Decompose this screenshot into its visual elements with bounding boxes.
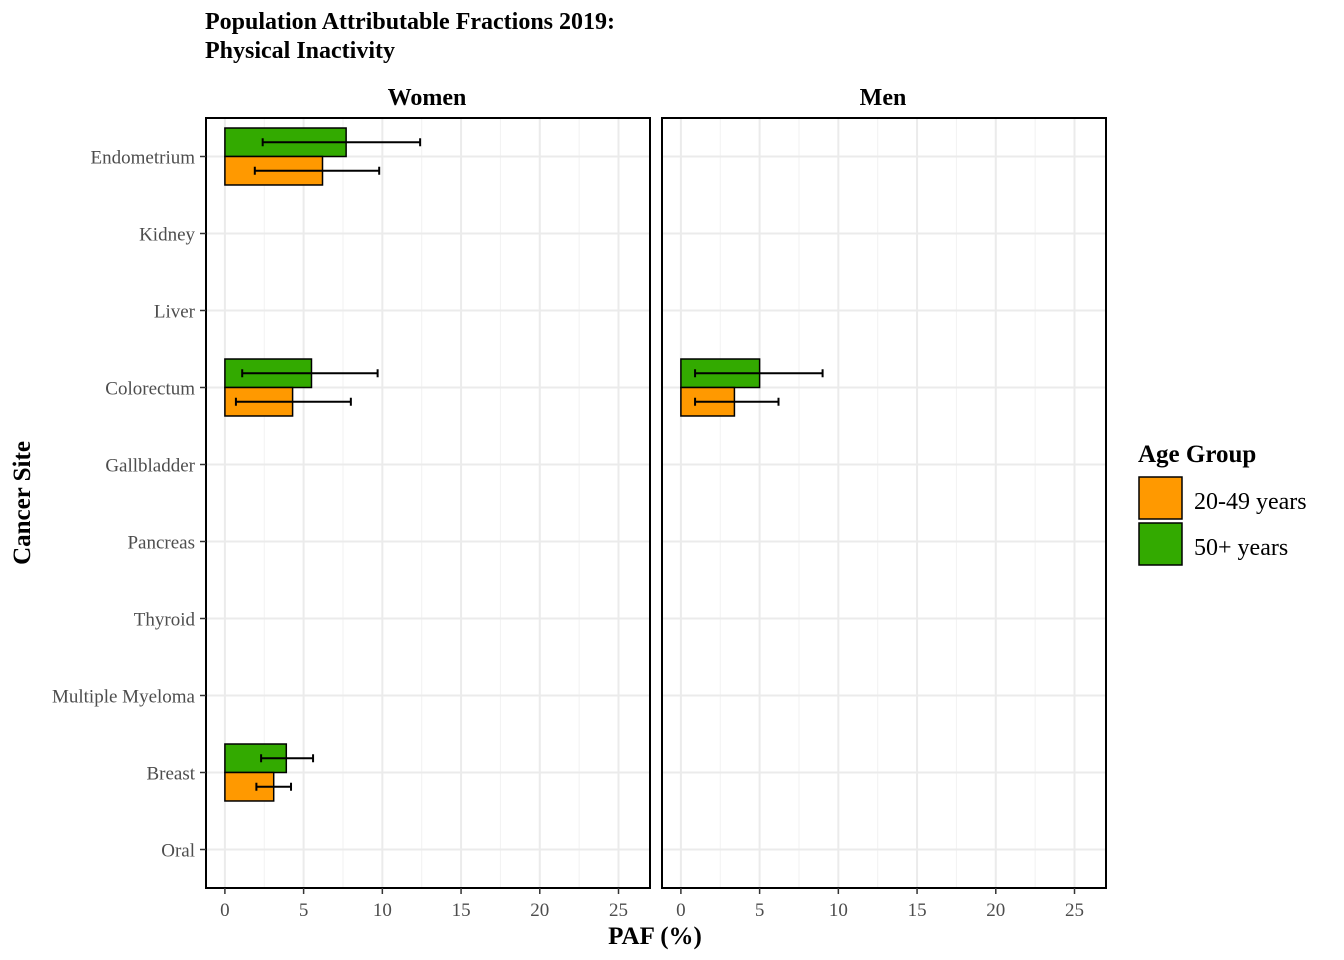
x-tick-label-0: 0 <box>676 900 686 921</box>
y-tick-label-pancreas: Pancreas <box>127 533 195 554</box>
error-bar-women-endometrium-50-years <box>261 138 422 147</box>
error-bar-men-colorectum-50-years <box>694 369 824 378</box>
panel-border-men <box>661 117 1107 889</box>
legend-label-20-49: 20-49 years <box>1194 489 1307 515</box>
panel-border-women <box>205 117 651 889</box>
legend: Age Group 20-49 years 50+ years <box>1138 441 1307 566</box>
y-tick-label-liver: Liver <box>154 302 196 323</box>
x-tick-label-15: 15 <box>908 900 927 921</box>
x-tick-label-20: 20 <box>986 900 1005 921</box>
legend-swatch-50-plus <box>1138 522 1183 566</box>
panel-women: 0 5 10 15 20 25 <box>205 117 651 921</box>
x-tick-label-15: 15 <box>452 900 471 921</box>
x-tick-label-10: 10 <box>829 900 848 921</box>
legend-title: Age Group <box>1138 441 1256 468</box>
x-tick-label-25: 25 <box>1065 900 1084 921</box>
panel-label-women: Women <box>388 85 467 111</box>
chart-title-line-1: Population Attributable Fractions 2019: <box>205 9 615 35</box>
error-bar-women-colorectum-20-49-years <box>234 397 352 406</box>
y-tick-label-gallbladder: Gallbladder <box>105 456 195 477</box>
x-tick-label-10: 10 <box>373 900 392 921</box>
error-bar-men-colorectum-20-49-years <box>694 397 780 406</box>
x-tick-label-0: 0 <box>220 900 230 921</box>
error-bar-women-breast-20-49-years <box>255 782 293 791</box>
y-tick-label-colorectum: Colorectum <box>105 379 195 400</box>
legend-swatch-20-49 <box>1138 476 1183 520</box>
error-bar-women-breast-50-years <box>260 754 315 763</box>
y-tick-label-thyroid: Thyroid <box>134 610 196 631</box>
y-tick-label-endometrium: Endometrium <box>91 148 196 169</box>
legend-label-50-plus: 50+ years <box>1194 535 1288 561</box>
x-tick-label-5: 5 <box>755 900 765 921</box>
x-tick-label-5: 5 <box>299 900 309 921</box>
x-tick-label-20: 20 <box>530 900 549 921</box>
chart-title-line-2: Physical Inactivity <box>205 38 395 64</box>
y-tick-label-breast: Breast <box>146 764 195 785</box>
error-bar-women-endometrium-20-49-years <box>253 166 381 175</box>
x-tick-label-25: 25 <box>609 900 628 921</box>
y-axis-title: Cancer Site <box>9 441 36 565</box>
y-tick-label-oral: Oral <box>161 841 195 862</box>
y-axis-ticks: Endometrium Kidney Liver Colorectum Gallblad… <box>52 148 206 862</box>
x-axis-title: PAF (%) <box>608 923 702 950</box>
panel-label-men: Men <box>860 85 907 111</box>
y-tick-label-kidney: Kidney <box>139 225 195 246</box>
error-bar-women-colorectum-50-years <box>241 369 379 378</box>
panel-men: 0 5 10 15 20 25 <box>661 117 1107 921</box>
y-tick-label-multiple-myeloma: Multiple Myeloma <box>52 687 196 708</box>
